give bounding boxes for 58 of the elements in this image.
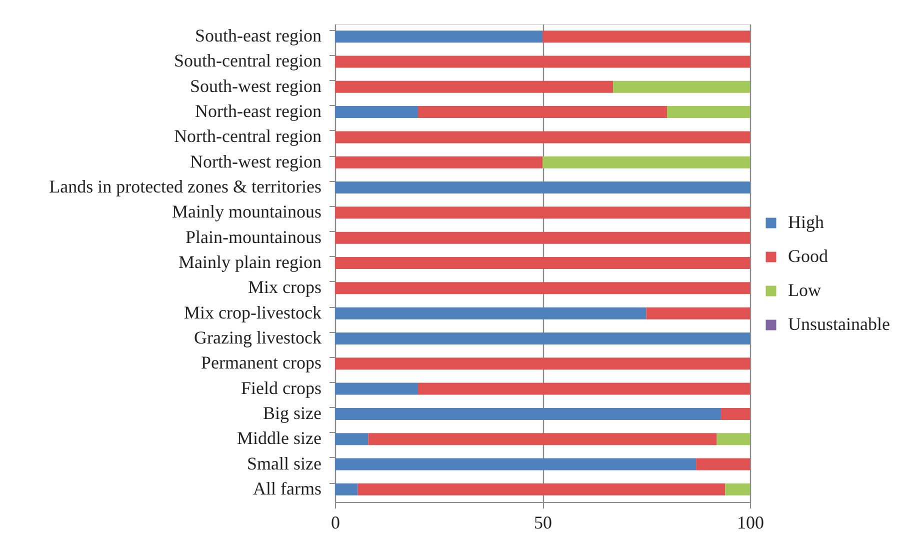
legend-label: High xyxy=(788,212,824,232)
bar xyxy=(335,257,750,269)
y-tick-label: Plain-mountainous xyxy=(186,226,322,247)
bar xyxy=(335,182,750,194)
y-tick-label: Lands in protected zones & territories xyxy=(49,176,322,197)
x-tick-label: 100 xyxy=(737,512,764,532)
bar xyxy=(613,80,750,93)
bar xyxy=(646,307,750,320)
y-tick-label: Small size xyxy=(247,453,322,474)
bar xyxy=(335,433,368,446)
bar xyxy=(368,433,717,446)
bar xyxy=(335,80,614,93)
legend-label: Good xyxy=(788,246,828,266)
y-tick-label: Grazing livestock xyxy=(194,327,322,348)
bar xyxy=(335,458,696,470)
bar xyxy=(716,433,750,446)
bar xyxy=(542,30,750,43)
x-tick-label: 50 xyxy=(534,512,552,532)
y-tick-label: Mix crop-livestock xyxy=(184,302,322,322)
bar xyxy=(667,106,750,118)
x-tick-label: 0 xyxy=(331,512,340,532)
bar xyxy=(418,382,750,395)
y-tick-label: North-east region xyxy=(195,101,322,122)
bar xyxy=(335,56,750,68)
y-tick-label: Mix crops xyxy=(248,277,322,298)
bar xyxy=(335,307,646,320)
bar xyxy=(335,232,750,244)
y-tick-label: Permanent crops xyxy=(201,352,322,373)
bar xyxy=(335,206,750,219)
bar xyxy=(335,408,721,420)
bar xyxy=(725,483,750,496)
bar xyxy=(696,458,750,470)
bar xyxy=(335,282,750,294)
y-tick-label: South-central region xyxy=(174,50,322,71)
bar xyxy=(335,332,750,344)
bar xyxy=(335,483,358,496)
bar xyxy=(335,30,542,43)
legend-label: Low xyxy=(788,280,821,300)
y-tick-label: North-central region xyxy=(174,126,322,146)
bar xyxy=(418,106,667,118)
bar xyxy=(720,408,750,420)
y-tick-label: All farms xyxy=(253,478,322,498)
y-tick-label: North-west region xyxy=(190,151,322,172)
bar xyxy=(542,156,750,168)
y-tick-label: South-west region xyxy=(190,76,322,96)
bar xyxy=(335,382,418,395)
bar xyxy=(358,483,726,496)
y-tick-label: Big size xyxy=(263,402,322,423)
bar xyxy=(335,131,750,144)
y-tick-label: South-east region xyxy=(195,26,322,46)
y-tick-label: Middle size xyxy=(237,428,322,448)
y-tick-label: Mainly plain region xyxy=(178,252,322,272)
bar xyxy=(335,106,418,118)
y-tick-label: Mainly mountainous xyxy=(172,202,322,222)
bar xyxy=(335,156,542,168)
y-tick-label: Field crops xyxy=(241,378,322,398)
bar xyxy=(335,358,750,370)
legend-label: Unsustainable xyxy=(788,314,890,334)
